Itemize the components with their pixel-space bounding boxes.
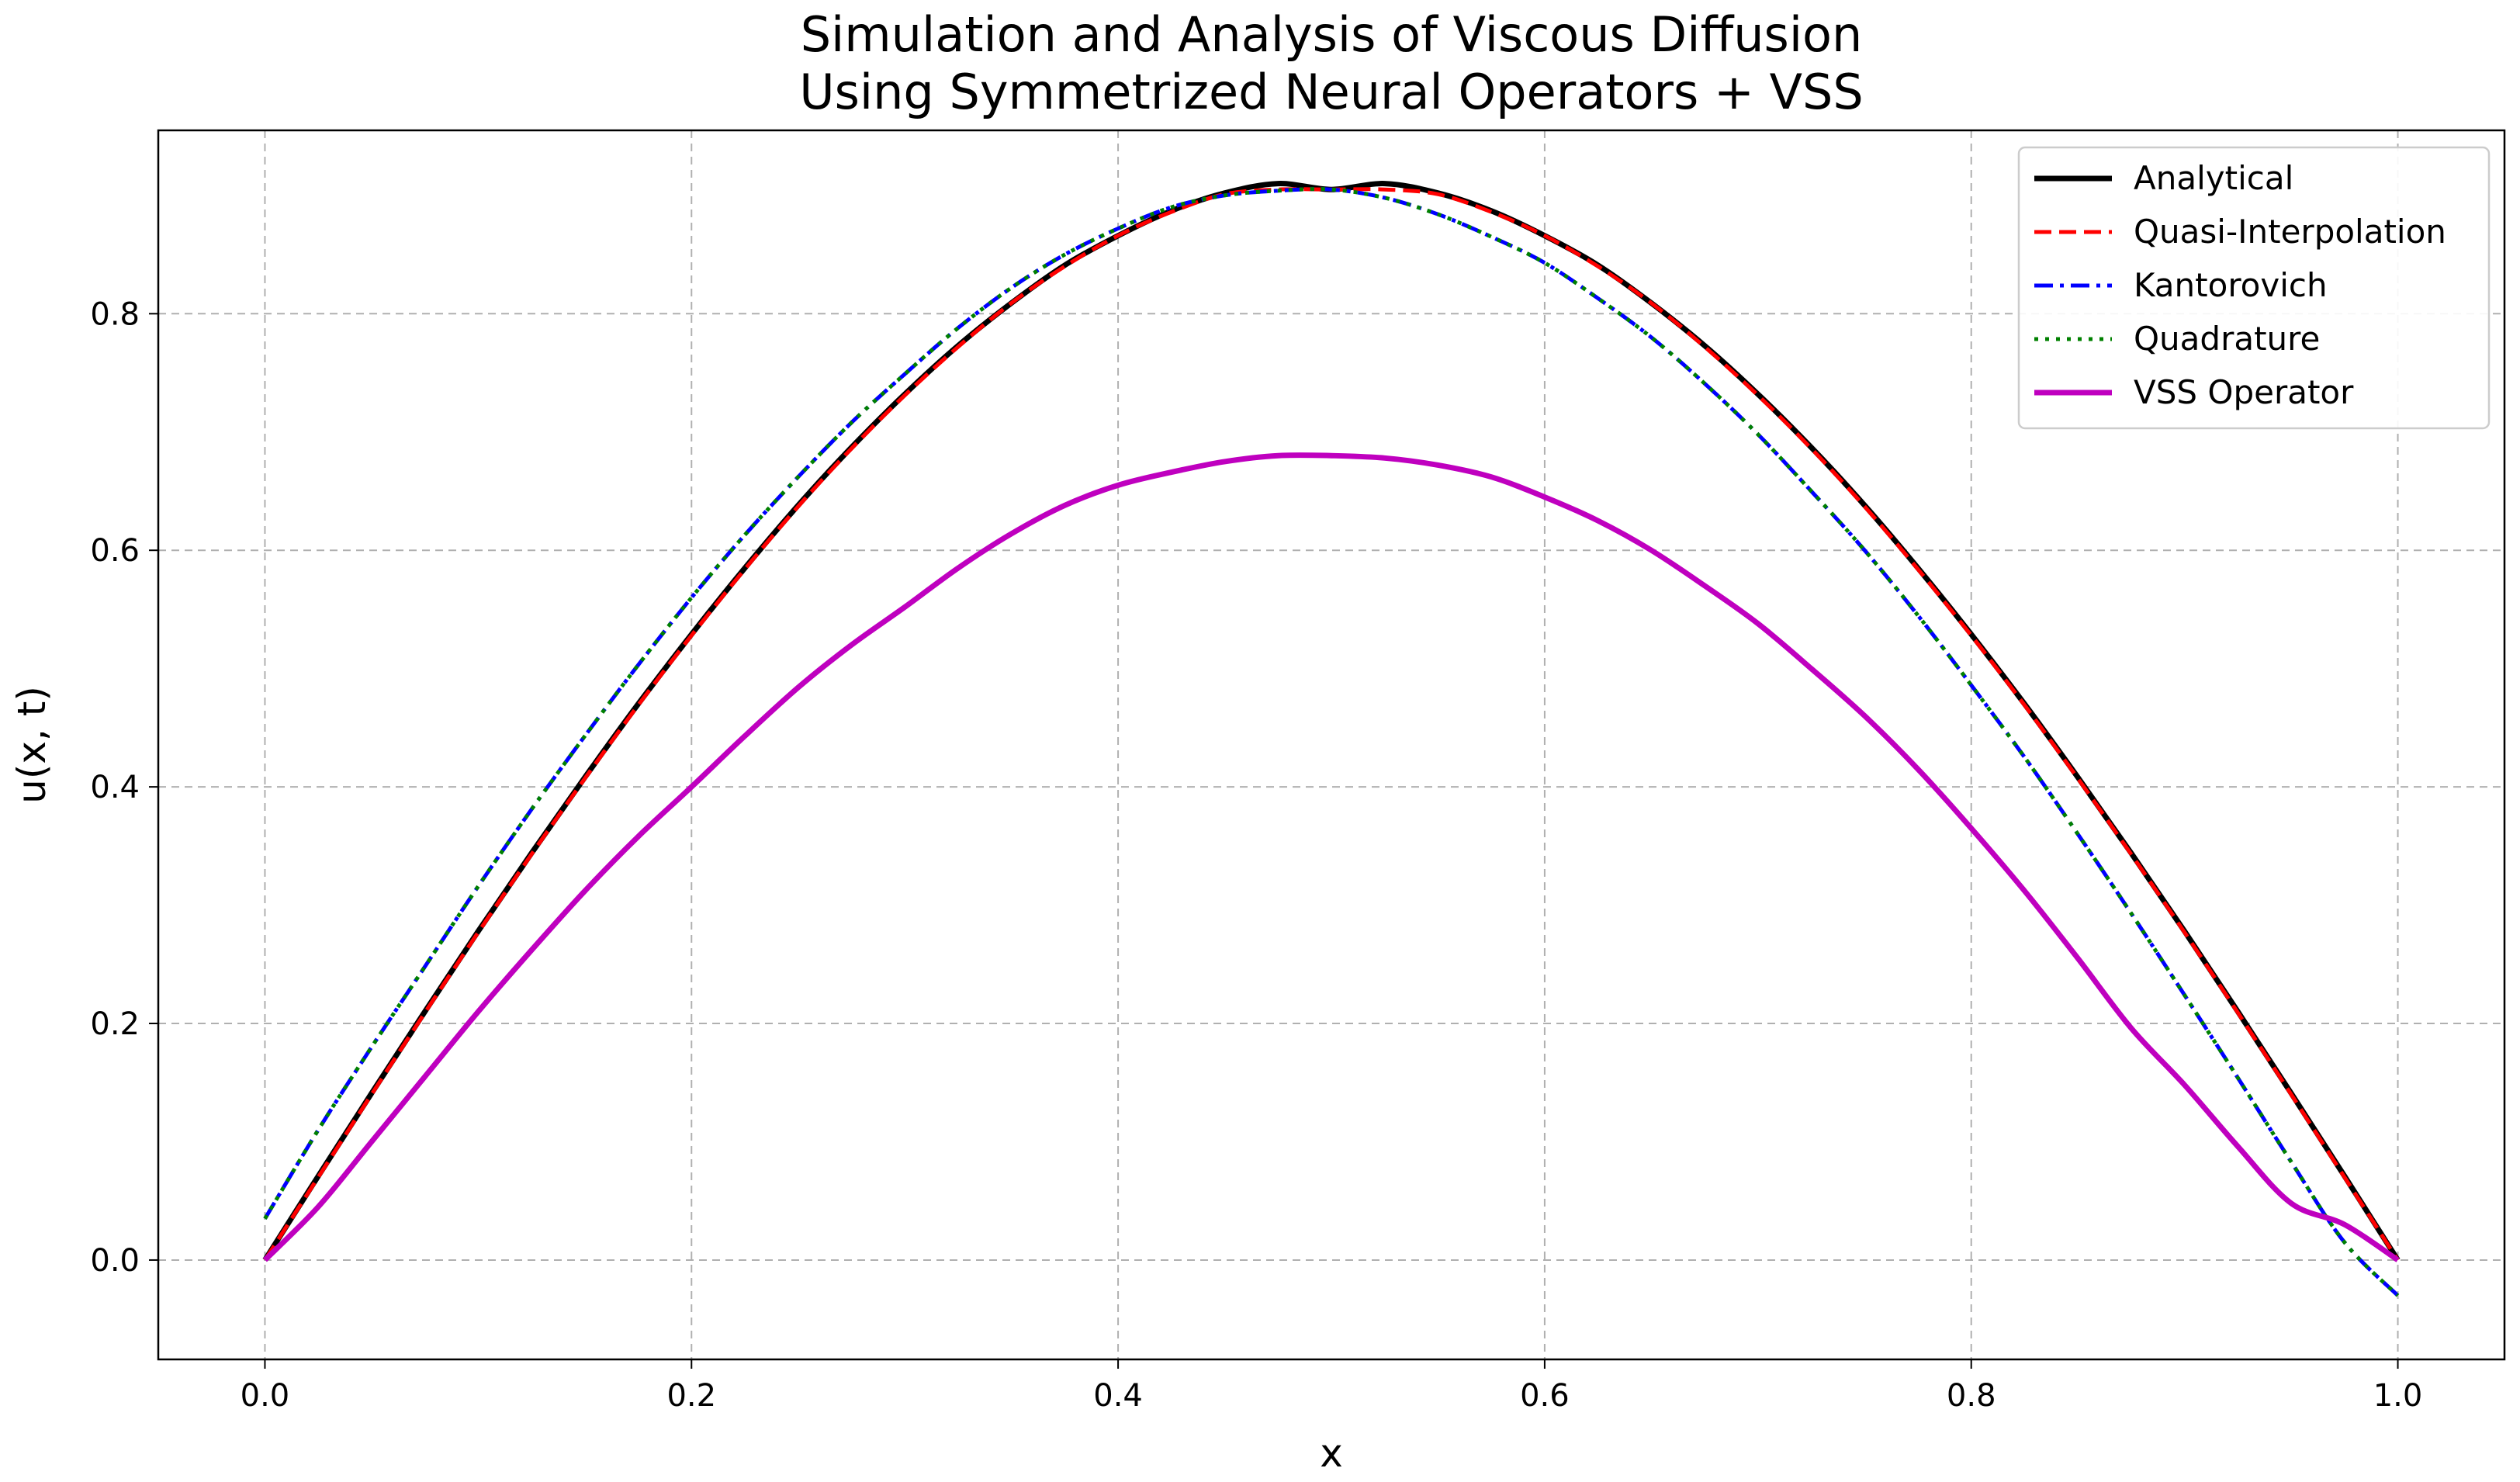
y-axis-label: u(x, t) [9,686,54,804]
legend-label-vss-operator: VSS Operator [2134,373,2354,411]
x-tick-label: 1.0 [2373,1378,2423,1414]
x-tick-label: 0.6 [1520,1378,1570,1414]
legend-label-kantorovich: Kantorovich [2134,266,2328,304]
legend: Analytical Quasi-Interpolation Kantorovich… [2017,146,2491,430]
axis-ticks: 0.0 0.2 0.4 0.6 0.8 1.0 0.0 0.2 0.4 0.6 0.8 [90,296,2422,1414]
x-tick-label: 0.0 [241,1378,290,1414]
legend-label-quasi-interpolation: Quasi-Interpolation [2134,213,2446,251]
chart-title: Simulation and Analysis of Viscous Diffu… [801,6,1863,63]
series-line-vss-operator [263,452,2400,1262]
legend-box [2017,146,2491,430]
plot-frame [157,129,2506,1361]
y-tick-label: 0.4 [90,770,140,805]
x-axis-label: x [1320,1431,1343,1476]
chart-subtitle: Using Symmetrized Neural Operators + VSS [799,64,1864,120]
series-lines [262,181,2401,1297]
x-tick-label: 0.8 [1947,1378,1996,1414]
x-tick-label: 0.2 [666,1378,716,1414]
x-tick-label: 0.4 [1093,1378,1143,1414]
y-tick-label: 0.0 [90,1243,140,1279]
legend-label-analytical: Analytical [2134,159,2293,197]
series-line-quadrature [263,187,2400,1297]
y-tick-label: 0.6 [90,533,140,569]
y-tick-label: 0.8 [90,296,140,332]
y-tick-label: 0.2 [90,1006,140,1042]
legend-label-quadrature: Quadrature [2134,320,2320,358]
